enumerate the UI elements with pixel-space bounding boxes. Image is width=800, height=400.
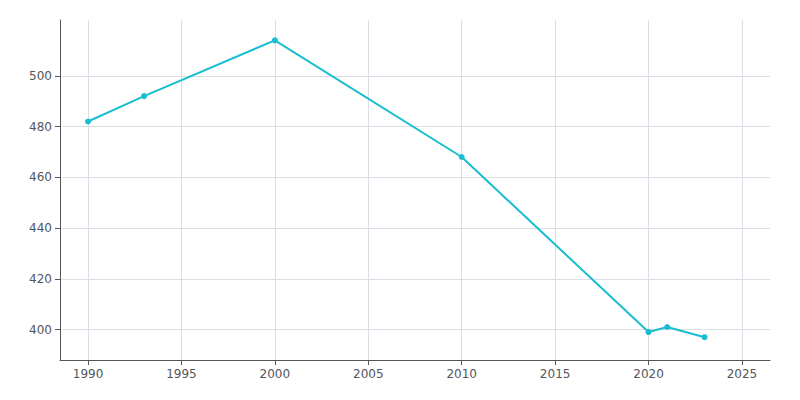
svg-text:460: 460 <box>29 170 52 184</box>
svg-text:2025: 2025 <box>727 367 758 381</box>
svg-text:500: 500 <box>29 69 52 83</box>
svg-text:2010: 2010 <box>446 367 477 381</box>
svg-text:440: 440 <box>29 221 52 235</box>
svg-text:2015: 2015 <box>540 367 571 381</box>
svg-text:2020: 2020 <box>633 367 664 381</box>
svg-text:420: 420 <box>29 272 52 286</box>
svg-text:2005: 2005 <box>353 367 384 381</box>
svg-text:480: 480 <box>29 120 52 134</box>
svg-text:2000: 2000 <box>260 367 291 381</box>
svg-text:1995: 1995 <box>166 367 197 381</box>
svg-text:1990: 1990 <box>73 367 104 381</box>
svg-text:400: 400 <box>29 323 52 337</box>
